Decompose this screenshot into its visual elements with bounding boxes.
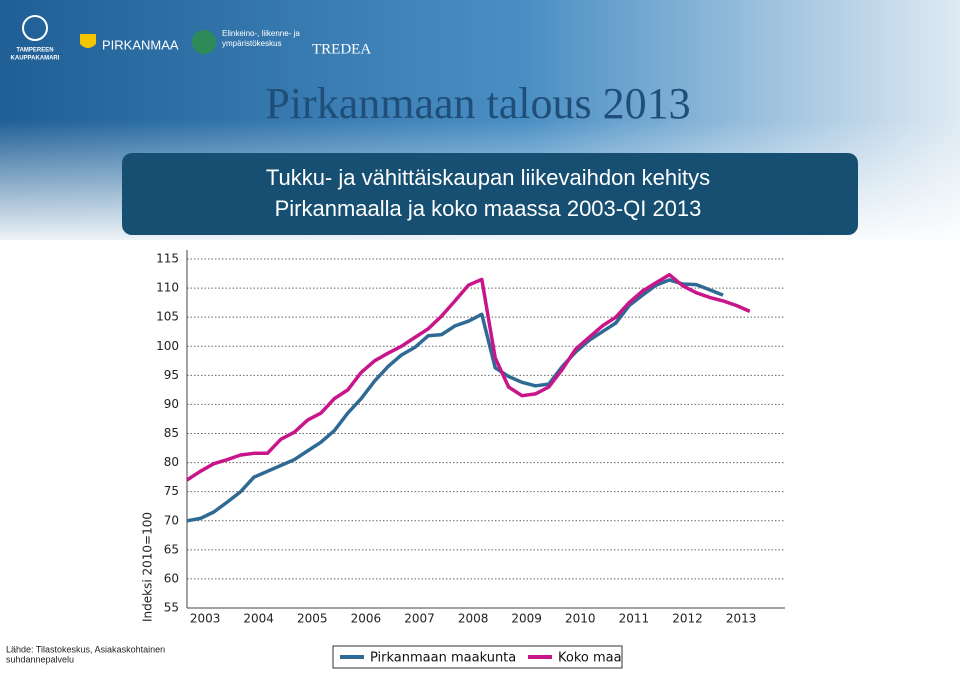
y-tick-label: 115 xyxy=(156,252,179,266)
source: Lähde: Tilastokeskus, Asiakaskohtainen xyxy=(6,644,165,654)
x-tick-label: 2008 xyxy=(458,612,489,626)
x-tick-label: 2011 xyxy=(619,612,650,626)
logo-text: Elinkeino-, liikenne- ja xyxy=(222,29,300,38)
y-tick-label: 105 xyxy=(156,310,179,324)
y-tick-label: 60 xyxy=(164,571,179,585)
chart-title: Tukku- ja vähittäiskaupan liikevaihdon k… xyxy=(266,165,710,190)
x-tick-label: 2009 xyxy=(511,612,542,626)
logo-text: TAMPEREEN xyxy=(16,48,53,54)
x-tick-label: 2006 xyxy=(351,612,382,626)
x-tick-label: 2010 xyxy=(565,612,596,626)
y-tick-label: 100 xyxy=(156,339,179,353)
x-tick-label: 2003 xyxy=(190,612,221,626)
logo-text: ympäristökeskus xyxy=(222,39,282,48)
logo-icon xyxy=(192,30,216,54)
y-tick-label: 85 xyxy=(164,426,179,440)
y-tick-label: 65 xyxy=(164,542,179,556)
x-tick-label: 2012 xyxy=(672,612,703,626)
y-axis-label: Indeksi 2010=100 xyxy=(141,512,155,622)
x-tick-label: 2007 xyxy=(404,612,435,626)
source: suhdannepalvelu xyxy=(6,654,74,664)
x-tick-label: 2004 xyxy=(243,612,274,626)
logo-text: TREDEA xyxy=(312,41,371,57)
y-tick-label: 55 xyxy=(164,601,179,615)
legend-box xyxy=(332,645,623,669)
y-tick-label: 75 xyxy=(164,484,179,498)
data-line xyxy=(186,278,724,523)
legend-label: Pirkanmaan maakunta xyxy=(370,651,516,666)
y-tick-label: 110 xyxy=(156,281,179,295)
y-tick-label: 80 xyxy=(164,455,179,469)
title-box xyxy=(122,153,858,235)
logo-text: KAUPPAKAMARI xyxy=(11,56,60,62)
x-tick-label: 2005 xyxy=(297,612,328,626)
chart-title: Pirkanmaalla ja koko maassa 2003-QI 2013 xyxy=(275,196,702,221)
logo-text: PIRKANMAA xyxy=(102,37,179,52)
y-tick-label: 90 xyxy=(164,397,179,411)
y-tick-label: 95 xyxy=(164,368,179,382)
data-line xyxy=(186,272,751,482)
logo-icon xyxy=(22,15,48,41)
logo-icon xyxy=(80,34,96,48)
heading: Pirkanmaan talous 2013 xyxy=(265,79,690,128)
x-tick-label: 2013 xyxy=(726,612,757,626)
y-tick-label: 70 xyxy=(164,513,179,527)
legend-label: Koko maa xyxy=(558,651,622,666)
